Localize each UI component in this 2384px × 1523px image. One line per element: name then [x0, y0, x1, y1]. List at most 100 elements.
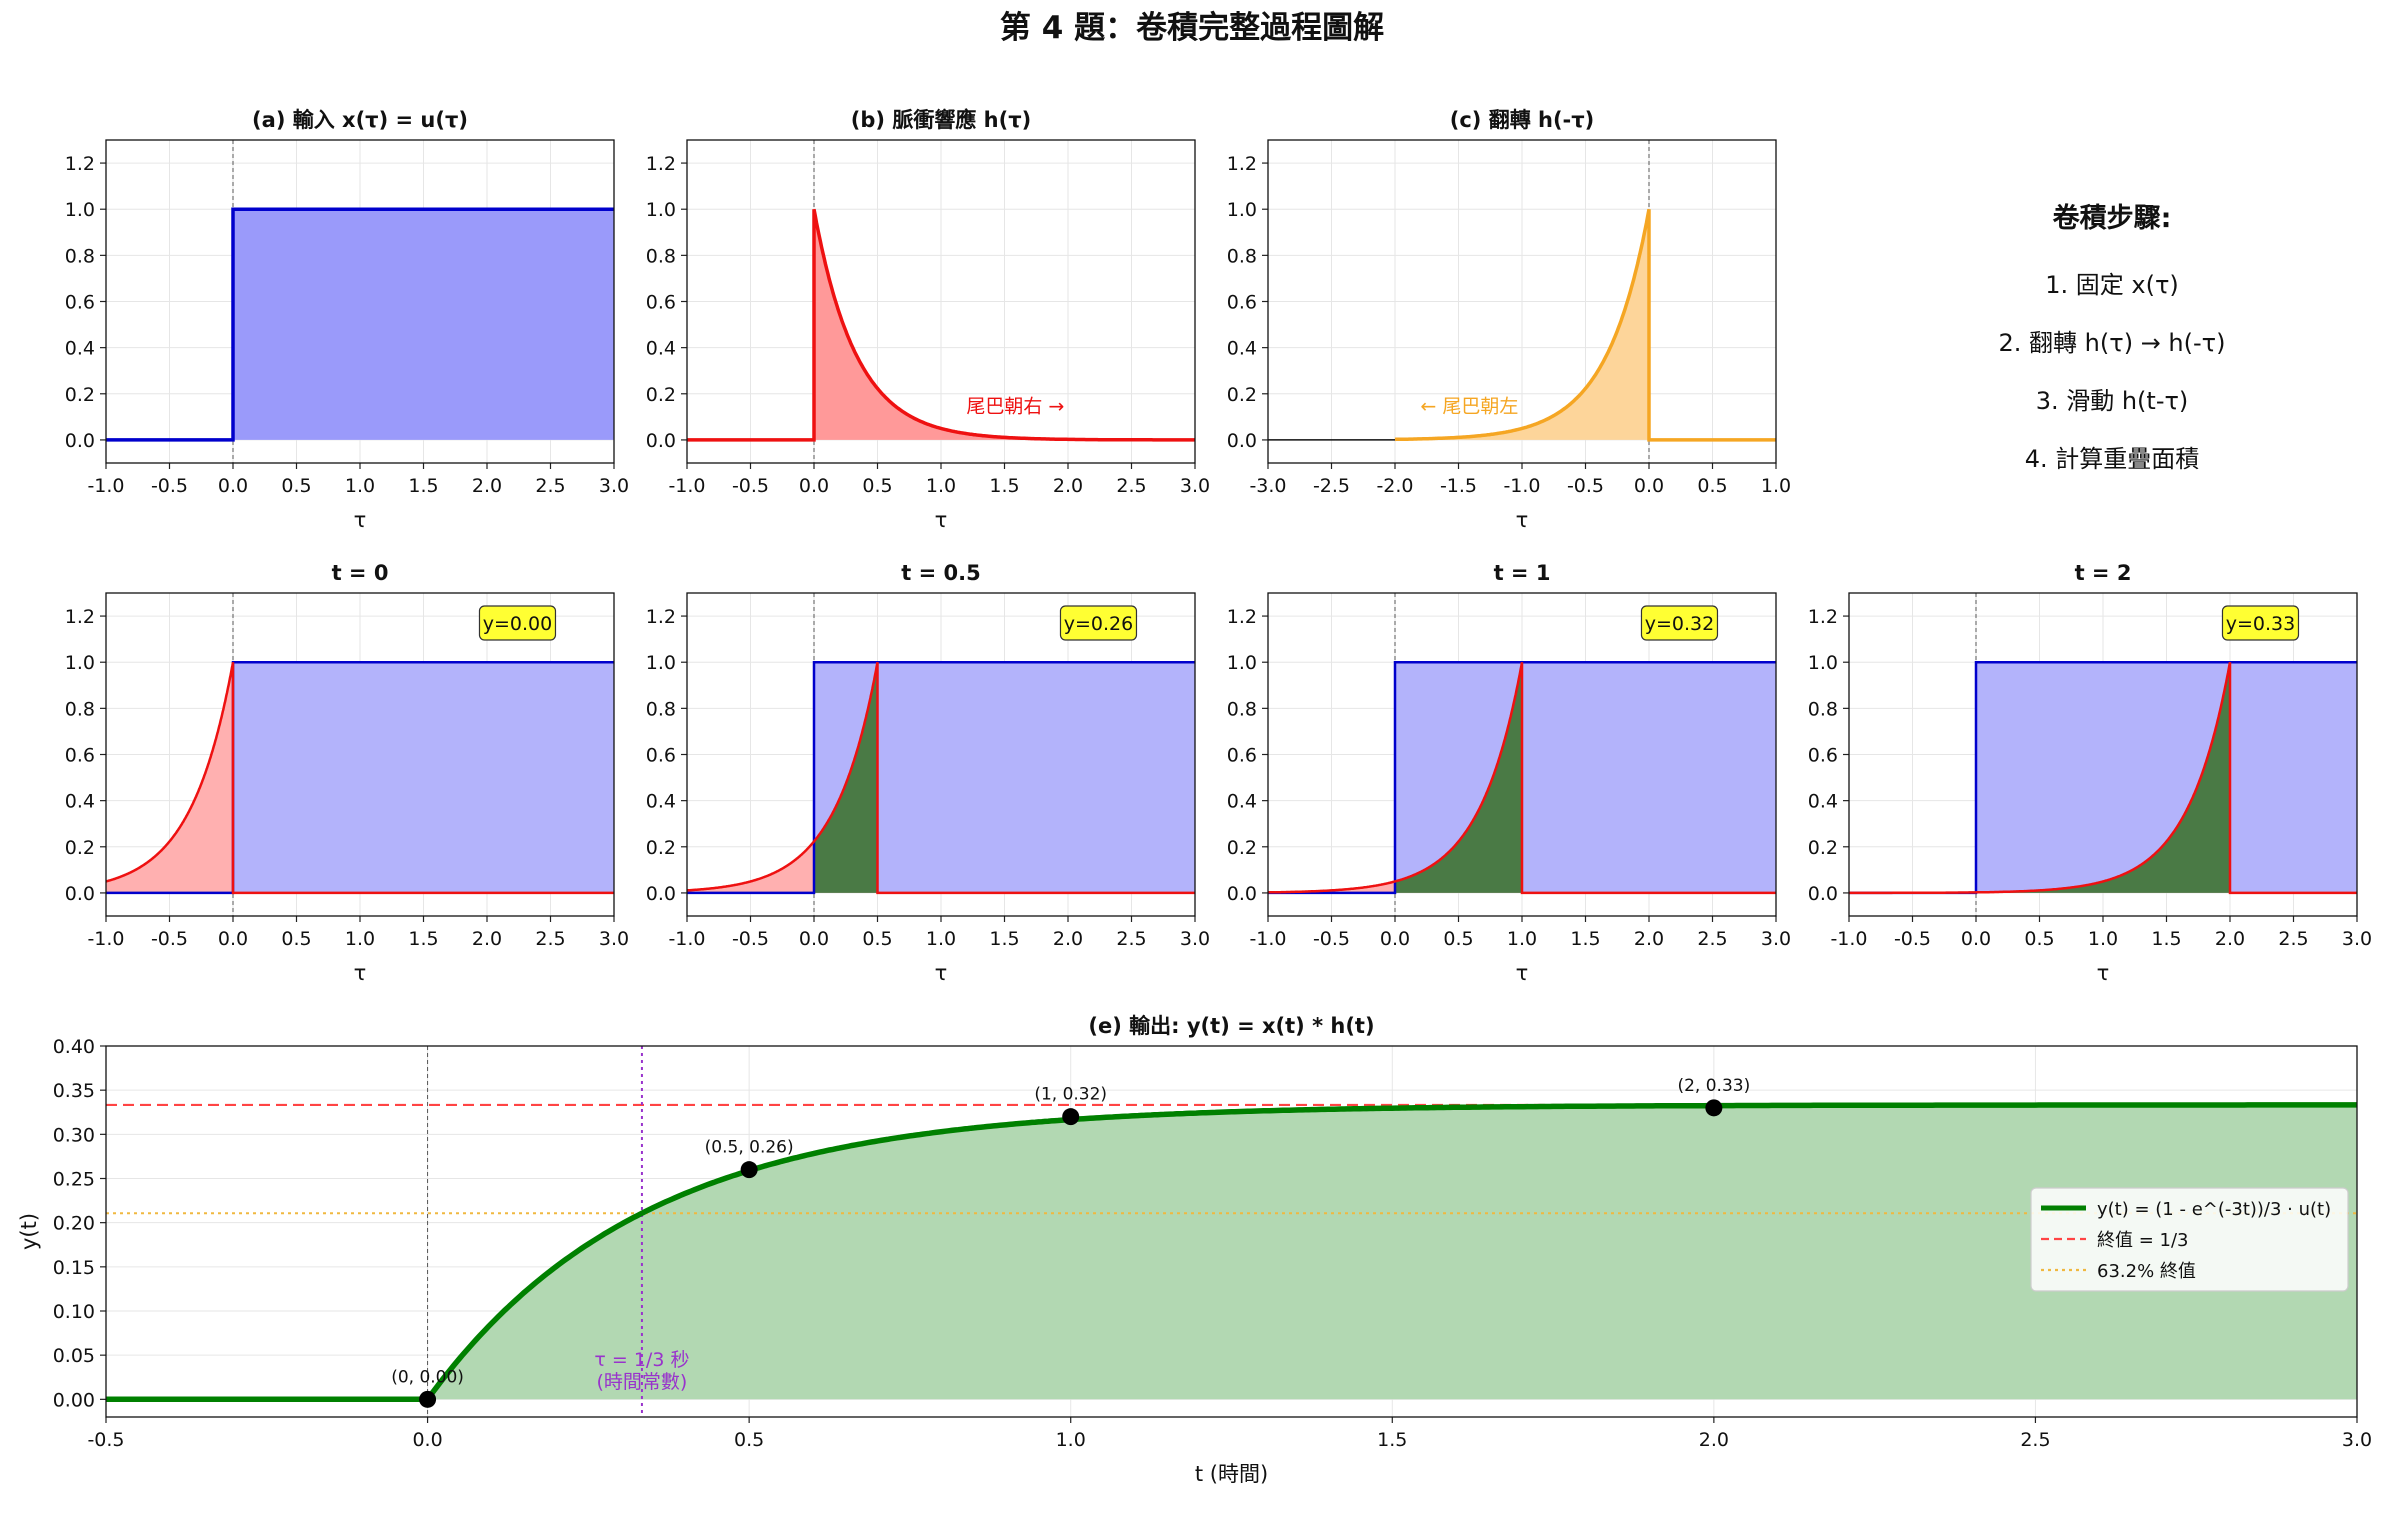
y-tick-label: 0.20 [53, 1213, 95, 1235]
x-tick-label: -1.0 [1249, 928, 1286, 950]
subplot-title: (a) 輸入 x(τ) = u(τ) [252, 108, 468, 132]
output-marker-label: (2, 0.33) [1677, 1076, 1750, 1096]
y-value-badge [2221, 605, 2300, 641]
x-tick-label: 0.0 [218, 928, 248, 950]
y-tick-label: 0.05 [53, 1345, 95, 1367]
x-tick-label: 3.0 [599, 928, 629, 950]
y-tick-label: 0.00 [53, 1389, 95, 1411]
y-tick-label: 0.4 [646, 791, 676, 813]
y-tick-label: 0.8 [1808, 698, 1838, 720]
x-tick-label: 0.5 [281, 475, 311, 497]
y-value-badge-text: y=0.00 [483, 613, 552, 635]
x-tick-label: 0.5 [862, 928, 892, 950]
time-constant-label: τ = 1/3 秒 [594, 1349, 689, 1371]
plot-body [687, 140, 1195, 463]
y-tick-label: 1.0 [1227, 199, 1257, 221]
subplot-title: (e) 輸出: y(t) = x(t) * h(t) [1088, 1014, 1374, 1038]
x-tick-label: 3.0 [2342, 1429, 2372, 1451]
x-axis-label: τ [935, 508, 948, 532]
x-signal-fill [814, 662, 1195, 893]
x-tick-label: -1.0 [668, 475, 705, 497]
x-tick-label: 1.5 [408, 928, 438, 950]
y-tick-label: 0.0 [65, 430, 95, 452]
y-value-badge-text: y=0.33 [2226, 613, 2295, 635]
h-shift-line [686, 661, 1195, 895]
y-tick-label: 0.8 [65, 245, 95, 267]
x-tick-label: -0.5 [1313, 928, 1350, 950]
x-signal-line [106, 207, 614, 442]
output-marker [740, 1161, 758, 1179]
y-tick-label: 0.4 [1227, 791, 1257, 813]
y-tick-label: 0.6 [1808, 745, 1838, 767]
y-tick-label: 1.0 [646, 199, 676, 221]
output-line [106, 1102, 2357, 1403]
x-tick-label: 1.5 [989, 475, 1019, 497]
y-tick-label: 0.4 [65, 791, 95, 813]
y-tick-label: 0.4 [1227, 338, 1257, 360]
steps-panel: 卷積步驟: 1. 固定 x(τ) 2. 翻轉 h(τ) → h(-τ) 3. 滑… [1868, 196, 2356, 497]
plot-body [105, 593, 614, 916]
y-tick-label: 0.4 [65, 338, 95, 360]
x-tick-label: 1.5 [989, 928, 1019, 950]
plot-body [686, 593, 1195, 916]
x-tick-label: 2.0 [1053, 475, 1083, 497]
x-tick-label: 2.5 [2020, 1429, 2050, 1451]
x-tick-label: 2.5 [1697, 928, 1727, 950]
plot-frame [105, 592, 615, 917]
y-tick-label: 0.30 [53, 1124, 95, 1146]
y-tick-label: 0.6 [1227, 292, 1257, 314]
x-tick-label: 1.5 [2151, 928, 2181, 950]
x-tick-label: -1.0 [87, 475, 124, 497]
h-shift-line [1849, 661, 2357, 895]
output-marker [419, 1390, 437, 1408]
y-tick-label: 0.6 [646, 292, 676, 314]
y-tick-label: 0.0 [646, 883, 676, 905]
subplot-title: (b) 脈衝響應 h(τ) [851, 108, 1031, 132]
y-tick-label: 1.0 [646, 652, 676, 674]
x-tick-label: -0.5 [1567, 475, 1604, 497]
y-value-badge-text: y=0.32 [1645, 613, 1714, 635]
y-tick-label: 0.6 [65, 745, 95, 767]
subplot-t2: -1.0 -0.5 0.0 0.5 1.0 1.5 2.0 2.5 3.0 0.0 0.2 0.4 0.… [1808, 561, 2372, 985]
x-tick-label: -0.5 [151, 475, 188, 497]
x-signal-line [1268, 660, 1776, 895]
steps-title: 卷積步驟: [2052, 203, 2172, 234]
x-tick-label: 2.0 [1634, 928, 1664, 950]
y-tick-label: 0.2 [646, 837, 676, 859]
subplot-a: -1.0 -0.5 0.0 0.5 1.0 1.5 2.0 2.5 3.0 0.0 0.2 0.4 0.… [65, 108, 629, 532]
y-tick-label: 1.2 [1808, 606, 1838, 628]
overlap-area [1395, 662, 1522, 893]
x-tick-label: 1.5 [1570, 928, 1600, 950]
x-tick-label: 1.5 [1377, 1429, 1407, 1451]
subplot-e: -0.5 0.0 0.5 1.0 1.5 2.0 2.5 3.0 0.00 0.05 0.10 0.1… [17, 1014, 2372, 1486]
legend-entry: 終值 = 1/3 [2097, 1230, 2189, 1251]
x-tick-label: -2.5 [1313, 475, 1350, 497]
y-tick-label: 1.2 [646, 153, 676, 175]
plot-frame [1267, 592, 1777, 917]
y-tick-label: 0.6 [65, 292, 95, 314]
y-tick-label: 0.8 [646, 245, 676, 267]
h-shift-fill [106, 662, 233, 893]
output-marker [1705, 1099, 1723, 1117]
y-tick-label: 0.8 [1227, 245, 1257, 267]
tail-annotation: 尾巴朝右 → [966, 395, 1064, 417]
y-value-badge [1059, 605, 1138, 641]
y-tick-label: 1.2 [646, 606, 676, 628]
subplot-title: t = 1 [1494, 561, 1551, 585]
h-signal-fill [814, 209, 1195, 440]
tail-annotation: ← 尾巴朝左 [1420, 395, 1518, 417]
x-tick-label: -1.0 [87, 928, 124, 950]
x-tick-label: 0.5 [1697, 475, 1727, 497]
y-tick-label: 1.2 [65, 153, 95, 175]
x-tick-label: 2.5 [1116, 928, 1146, 950]
time-constant-note: (時間常數) [597, 1371, 688, 1393]
h-shift-line [105, 661, 614, 895]
y-axis-label: y(t) [17, 1213, 41, 1250]
x-tick-label: 0.0 [799, 475, 829, 497]
y-tick-label: 0.35 [53, 1080, 95, 1102]
y-tick-label: 1.0 [1808, 652, 1838, 674]
step-item-1: 1. 固定 x(τ) [2045, 271, 2179, 299]
x-tick-label: 0.0 [218, 475, 248, 497]
x-axis-label: τ [2097, 961, 2110, 985]
